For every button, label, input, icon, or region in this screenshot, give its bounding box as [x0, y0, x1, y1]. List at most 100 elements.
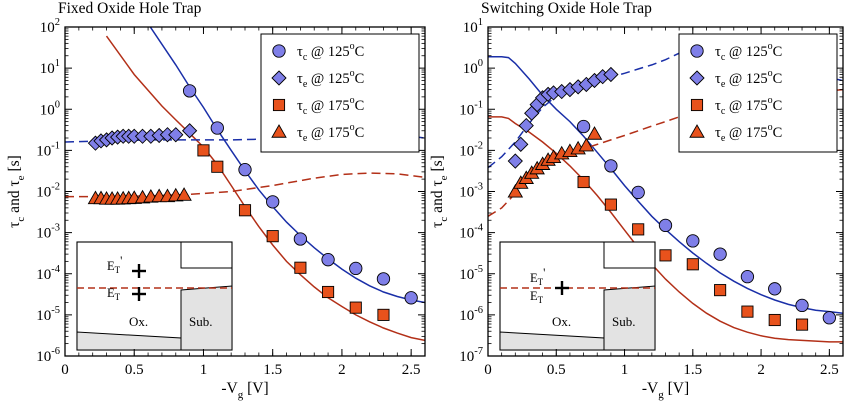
y-tick-label: 101 [40, 58, 60, 77]
substrate-valence-region [603, 285, 656, 351]
x-tick-label: 2.5 [402, 362, 421, 378]
x-tick-label: 1.5 [263, 362, 282, 378]
data-point-series-2 [659, 249, 672, 262]
y-axis-label: τc and τe [s] [429, 155, 450, 228]
y-tick-label: 10-5 [459, 264, 483, 283]
data-point-series-2 [577, 175, 590, 189]
legend-box [260, 33, 420, 153]
chart-title: Switching Oxide Hole Trap [481, 0, 652, 17]
data-point-series-0 [768, 282, 782, 296]
et-prime-label: ET' [107, 254, 122, 275]
data-point-series-2 [349, 301, 362, 314]
data-point-series-0 [238, 162, 252, 177]
legend-marker [272, 44, 286, 58]
legend-marker [690, 44, 704, 58]
legend-entry: τc @ 125oC [297, 41, 364, 63]
oxide-valence-region [76, 331, 182, 351]
y-tick-label: 10-2 [459, 140, 483, 159]
x-tick-label: 1 [621, 362, 629, 378]
data-point-series-1 [168, 127, 184, 143]
y-tick-label: 10-1 [36, 140, 60, 159]
data-point-series-1 [181, 123, 198, 139]
oxide-label: Ox. [552, 314, 571, 329]
y-tick-label: 10-2 [36, 182, 60, 201]
data-point-series-0 [404, 291, 418, 305]
data-point-series-0 [822, 311, 836, 325]
conduction-band-edge [180, 242, 232, 269]
panel-fixed-oxide-hole-trap: Fixed Oxide Hole Trap ET' ET Ox. Sub. 0 0.5 1 1.… [6, 0, 426, 401]
x-tick-label: 1.5 [683, 362, 702, 378]
data-point-series-2 [294, 261, 307, 274]
panel-switching-oxide-hole-trap: Switching Oxide Hole Trap ET' ET Ox. Sub. 0 0.… [429, 0, 844, 401]
data-point-series-0 [604, 159, 618, 173]
x-tick-label: 0.5 [547, 362, 566, 378]
legend-box [678, 33, 838, 153]
x-tick-label: 2 [757, 362, 765, 378]
y-tick-label: 10-4 [36, 264, 60, 283]
y-tick-label: 10-3 [459, 182, 483, 201]
band-diagram-inset: ET' ET Ox. Sub. [499, 241, 656, 351]
legend-marker [690, 98, 704, 112]
data-point-series-0 [686, 234, 700, 248]
substrate-valence-region [180, 285, 233, 351]
legend-entry: τc @ 125oC [715, 41, 782, 63]
data-point-series-2 [604, 198, 617, 211]
legend-marker [271, 70, 287, 86]
y-tick-label: 10-7 [459, 346, 483, 365]
data-point-series-0 [321, 253, 335, 267]
data-point-series-2 [238, 204, 252, 217]
legend-marker [271, 124, 287, 138]
x-tick-label: 0.5 [125, 362, 144, 378]
data-point-series-0 [795, 298, 809, 313]
et-prime-label: ET' [530, 266, 545, 287]
x-tick-label: 2.5 [820, 362, 839, 378]
substrate-label: Sub. [189, 314, 212, 329]
data-point-series-2 [377, 308, 390, 321]
y-tick-label: 100 [40, 99, 60, 118]
y-tick-label: 10-4 [459, 223, 483, 242]
x-tick-label: 0 [61, 362, 69, 378]
data-point-series-0 [266, 195, 280, 209]
dashed-fit-line-3 [65, 172, 425, 198]
legend-entry: τe @ 175oC [715, 122, 782, 144]
substrate-label: Sub. [612, 314, 635, 329]
solid-fit-line-0 [149, 27, 425, 304]
data-point-series-2 [266, 230, 279, 243]
data-point-series-2 [632, 223, 645, 236]
data-point-series-3 [578, 137, 595, 152]
y-tick-label: 100 [463, 58, 483, 77]
y-tick-label: 101 [463, 17, 483, 36]
legend-entry: τe @ 125oC [297, 68, 364, 90]
et-label: ET [530, 289, 544, 305]
oxide-valence-region [499, 331, 605, 351]
y-axis-label: τc and τe [s] [6, 155, 27, 228]
data-point-series-2 [795, 318, 809, 331]
legend: τc @ 125oC τe @ 125oC τc @ 175oC τe @ 175oC [678, 33, 838, 153]
data-point-series-0 [293, 232, 308, 246]
data-points [87, 84, 418, 321]
legend-entry: τc @ 175oC [715, 95, 782, 117]
data-point-series-3 [586, 126, 603, 140]
data-point-series-0 [740, 270, 755, 284]
y-tick-label: 10-5 [36, 305, 60, 324]
solid-fit-line-1 [488, 116, 843, 343]
legend-entry: τe @ 175oC [297, 122, 364, 144]
solid-fit-line-1 [105, 35, 425, 342]
data-point-series-0 [349, 261, 363, 276]
data-point-series-1 [603, 66, 619, 83]
chart-title: Fixed Oxide Hole Trap [58, 0, 202, 17]
data-point-series-2 [686, 258, 699, 271]
y-tick-label: 10-1 [459, 99, 483, 118]
legend: τc @ 125oC τe @ 125oC τc @ 175oC τe @ 175oC [260, 33, 420, 153]
legend-entry: τe @ 125oC [715, 68, 782, 90]
legend-marker [272, 98, 286, 112]
legend-marker [689, 70, 705, 86]
solid-fit-line-0 [488, 55, 843, 314]
data-point-series-2 [714, 284, 727, 297]
y-tick-label: 10-3 [36, 223, 60, 242]
y-tick-label: 10-6 [459, 305, 483, 324]
data-point-series-0 [658, 218, 673, 233]
data-point-series-3 [507, 183, 524, 198]
